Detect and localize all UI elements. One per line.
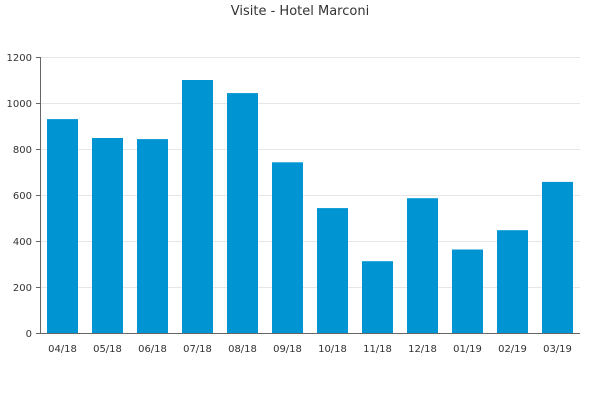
- x-tick-label: 01/19: [453, 344, 482, 355]
- bar: [272, 162, 303, 333]
- axes: [36, 57, 580, 334]
- y-tick-label: 200: [13, 283, 32, 294]
- x-tick-label: 12/18: [408, 344, 437, 355]
- x-tick-label: 07/18: [183, 344, 212, 355]
- x-tick-label: 11/18: [363, 344, 392, 355]
- bar: [407, 198, 438, 333]
- bars: [47, 80, 573, 333]
- x-tick-labels: 04/18 05/18 06/18 07/18 08/18 09/18 10/18 11/18…: [48, 344, 572, 355]
- x-tick-label: 08/18: [228, 344, 257, 355]
- bar: [47, 119, 78, 333]
- bar: [137, 139, 168, 333]
- x-tick-label: 06/18: [138, 344, 167, 355]
- y-tick-label: 1000: [7, 99, 32, 110]
- gridlines: [40, 57, 580, 288]
- bar: [227, 93, 258, 333]
- x-tick-label: 03/19: [543, 344, 572, 355]
- bar: [92, 138, 123, 333]
- y-tick-label: 800: [13, 145, 32, 156]
- x-tick-label: 09/18: [273, 344, 302, 355]
- bar: [497, 230, 528, 333]
- y-tick-label: 600: [13, 191, 32, 202]
- x-tick-label: 05/18: [93, 344, 122, 355]
- bar: [542, 181, 573, 333]
- bar: [182, 80, 213, 333]
- bar: [452, 249, 483, 333]
- x-tick-label: 02/19: [498, 344, 527, 355]
- bar: [317, 208, 348, 333]
- y-tick-label: 0: [26, 329, 32, 340]
- chart-title: Visite - Hotel Marconi: [230, 4, 370, 19]
- bar: [362, 261, 393, 333]
- x-tick-label: 04/18: [48, 344, 77, 355]
- y-tick-label: 400: [13, 237, 32, 248]
- y-tick-labels: 0 200 400 600 800 1000 1200: [7, 53, 32, 340]
- y-tick-label: 1200: [7, 53, 32, 64]
- x-tick-label: 10/18: [318, 344, 347, 355]
